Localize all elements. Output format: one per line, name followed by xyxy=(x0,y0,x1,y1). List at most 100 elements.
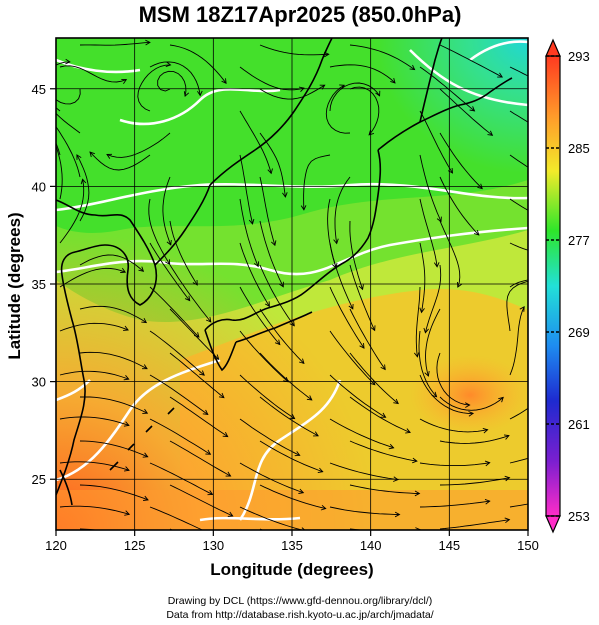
streamline xyxy=(439,477,510,486)
streamline-arrow xyxy=(588,71,593,75)
colorbar-tick-label: 261 xyxy=(568,417,590,432)
streamline xyxy=(329,82,380,112)
streamline xyxy=(137,64,171,112)
lat-lon-grid xyxy=(56,38,528,530)
streamline xyxy=(329,462,398,481)
y-axis-label: Latitude (degrees) xyxy=(5,212,24,359)
streamline-arrow xyxy=(405,428,411,434)
streamline-arrow xyxy=(498,396,504,403)
streamline xyxy=(149,374,209,415)
streamline-arrow xyxy=(205,316,212,323)
streamline-arrow xyxy=(227,511,234,517)
streamline-arrow xyxy=(567,95,572,99)
streamline-arrow xyxy=(594,272,599,277)
warm-region-southwest xyxy=(56,230,376,530)
streamline-arrow xyxy=(218,392,225,399)
streamline xyxy=(509,110,528,123)
streamline-arrow xyxy=(380,412,387,418)
y-tick-label: 35 xyxy=(32,277,46,292)
streamline-arrow xyxy=(469,106,476,112)
streamline xyxy=(349,44,415,70)
streamline-arrow xyxy=(202,409,209,416)
streamline-arrow xyxy=(270,240,277,247)
streamline xyxy=(149,330,205,376)
streamline xyxy=(419,418,488,433)
colorbar-tick-label: 277 xyxy=(568,233,590,248)
streamline-arrow xyxy=(359,343,365,349)
streamline xyxy=(149,242,191,301)
streamline-arrow xyxy=(323,544,328,549)
streamline xyxy=(169,220,198,286)
streamline xyxy=(506,280,528,332)
streamline xyxy=(79,305,147,323)
streamline-arrow xyxy=(183,91,190,97)
streamline-arrow xyxy=(414,490,421,497)
colorbar-gradient xyxy=(545,55,561,517)
streamline xyxy=(419,462,490,467)
streamline xyxy=(106,132,171,158)
streamline-arrow xyxy=(225,471,232,477)
streamline-arrow xyxy=(431,391,438,398)
streamline-arrow xyxy=(120,267,127,273)
streamline-arrow xyxy=(586,119,591,123)
streamline-arrow xyxy=(278,281,284,288)
streamline-arrow xyxy=(573,444,578,449)
warm-region-east xyxy=(410,355,528,435)
streamline-arrow xyxy=(497,72,504,78)
colorbar-ticks: 293 285 277 269 261 253 xyxy=(546,49,590,524)
colorbar-tick-label: 293 xyxy=(568,49,590,64)
streamline xyxy=(509,457,528,464)
streamline xyxy=(162,176,172,246)
streamline xyxy=(79,351,148,370)
streamline xyxy=(419,154,442,222)
streamline-arrow xyxy=(301,527,306,530)
streamline xyxy=(149,418,211,455)
streamline xyxy=(509,279,528,288)
streamline-arrow xyxy=(419,307,425,314)
streamline xyxy=(149,286,200,338)
streamline-arrow xyxy=(468,411,475,417)
streamline-arrow xyxy=(106,153,113,159)
x-axis-label: Longitude (degrees) xyxy=(210,560,373,579)
streamline-arrow xyxy=(207,490,214,496)
streamlines xyxy=(50,39,599,549)
streamline-arrow xyxy=(567,227,572,231)
streamline xyxy=(349,86,380,136)
streamline-arrow xyxy=(464,402,471,408)
streamline-arrow xyxy=(184,295,191,302)
streamline xyxy=(329,330,376,386)
streamline-arrow xyxy=(298,358,305,365)
streamline-arrow xyxy=(123,421,130,427)
streamline xyxy=(439,220,461,288)
streamline-arrow xyxy=(484,460,491,467)
streamline-arrow xyxy=(298,86,305,93)
streamline-arrow xyxy=(368,129,375,136)
streamline-arrow xyxy=(165,259,171,266)
cold-region-northeast xyxy=(360,38,528,188)
streamline xyxy=(530,291,595,309)
streamline xyxy=(259,396,319,437)
streamline xyxy=(169,264,212,323)
streamline-arrow xyxy=(339,84,346,90)
streamline-arrow xyxy=(590,289,595,294)
coastlines xyxy=(56,38,513,506)
streamline xyxy=(239,154,253,224)
plot-area xyxy=(50,38,599,549)
streamline xyxy=(439,435,510,444)
streamline-arrow xyxy=(123,375,130,381)
streamline-arrow xyxy=(592,418,597,423)
y-tick-label: 25 xyxy=(32,472,46,487)
streamline-arrow xyxy=(124,510,131,516)
streamline-arrow xyxy=(320,504,327,511)
streamline xyxy=(439,176,480,236)
streamline-arrow xyxy=(390,77,396,84)
streamline-arrow xyxy=(298,488,305,494)
streamline xyxy=(530,524,599,529)
streamline xyxy=(259,176,276,246)
streamline-arrow xyxy=(380,364,386,371)
streamline-arrow xyxy=(50,131,54,136)
colorbar-bottom-arrow xyxy=(545,515,561,534)
streamline xyxy=(509,306,525,376)
streamline-arrow xyxy=(375,90,381,97)
streamline xyxy=(349,440,417,462)
